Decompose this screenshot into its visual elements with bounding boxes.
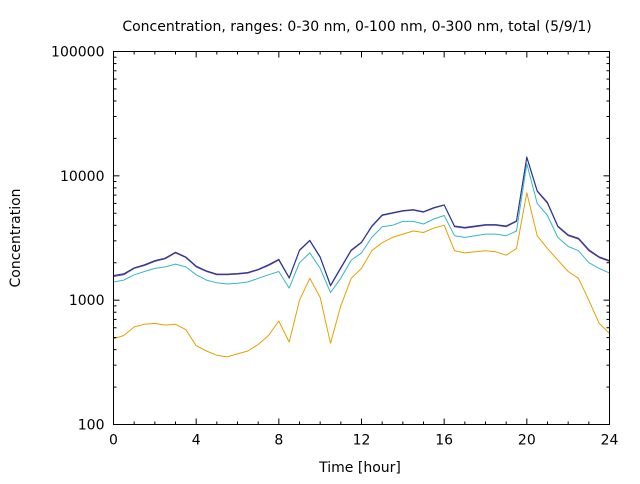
series-line-1: [113, 192, 610, 358]
y-tick-label: 10000: [60, 169, 105, 185]
y-tick-label: 1000: [69, 293, 105, 309]
y-tick-label: 100: [78, 418, 105, 434]
x-tick-label: 8: [274, 433, 283, 449]
x-tick-label: 16: [435, 433, 453, 449]
x-tick-label: 24: [601, 433, 619, 449]
x-tick-label: 12: [353, 433, 371, 449]
series-lines: [113, 156, 610, 358]
x-tick-label: 4: [192, 433, 201, 449]
plot-frame: [113, 51, 610, 425]
series-line-4: [113, 156, 610, 286]
x-tick-label: 0: [109, 433, 118, 449]
y-axis-label: Concentration: [8, 188, 24, 287]
axis-ticks: 0 4 8 12 16 20 24 100 1000 10000 100000: [51, 45, 618, 449]
y-tick-label: 100000: [51, 45, 104, 61]
x-tick-label: 20: [518, 433, 536, 449]
series-line-2: [113, 163, 610, 294]
chart-title: Concentration, ranges: 0-30 nm, 0-100 nm…: [122, 19, 591, 35]
x-axis-label: Time [hour]: [318, 460, 401, 476]
series-line-3: [113, 157, 610, 287]
